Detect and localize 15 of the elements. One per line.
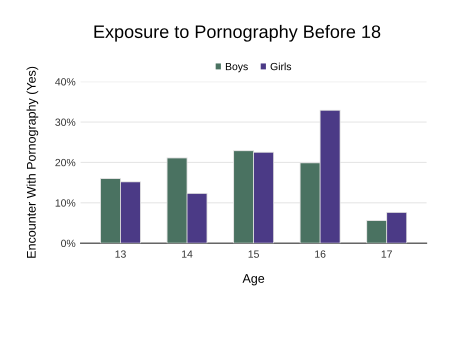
x-axis-title: Age bbox=[242, 274, 264, 286]
y-tick-label: 20% bbox=[55, 158, 76, 166]
chart-title: Exposure to Pornography Before 18 bbox=[94, 24, 380, 42]
x-tick-label: 17 bbox=[382, 250, 392, 258]
y-tick-label: 40% bbox=[55, 78, 76, 86]
x-tick-label: 16 bbox=[315, 250, 326, 258]
x-tick-label: 15 bbox=[248, 250, 259, 258]
legend-label: Girls bbox=[270, 62, 292, 70]
y-tick-label: 10% bbox=[56, 199, 76, 207]
y-tick-label: 30% bbox=[55, 118, 76, 126]
x-tick-label: 13 bbox=[116, 250, 126, 258]
legend-label: Boys bbox=[226, 62, 248, 72]
y-axis-title: Encounter With Pornography (Yes) bbox=[26, 66, 38, 258]
y-tick-label: 0% bbox=[61, 240, 76, 248]
x-tick-label: 14 bbox=[182, 250, 193, 258]
